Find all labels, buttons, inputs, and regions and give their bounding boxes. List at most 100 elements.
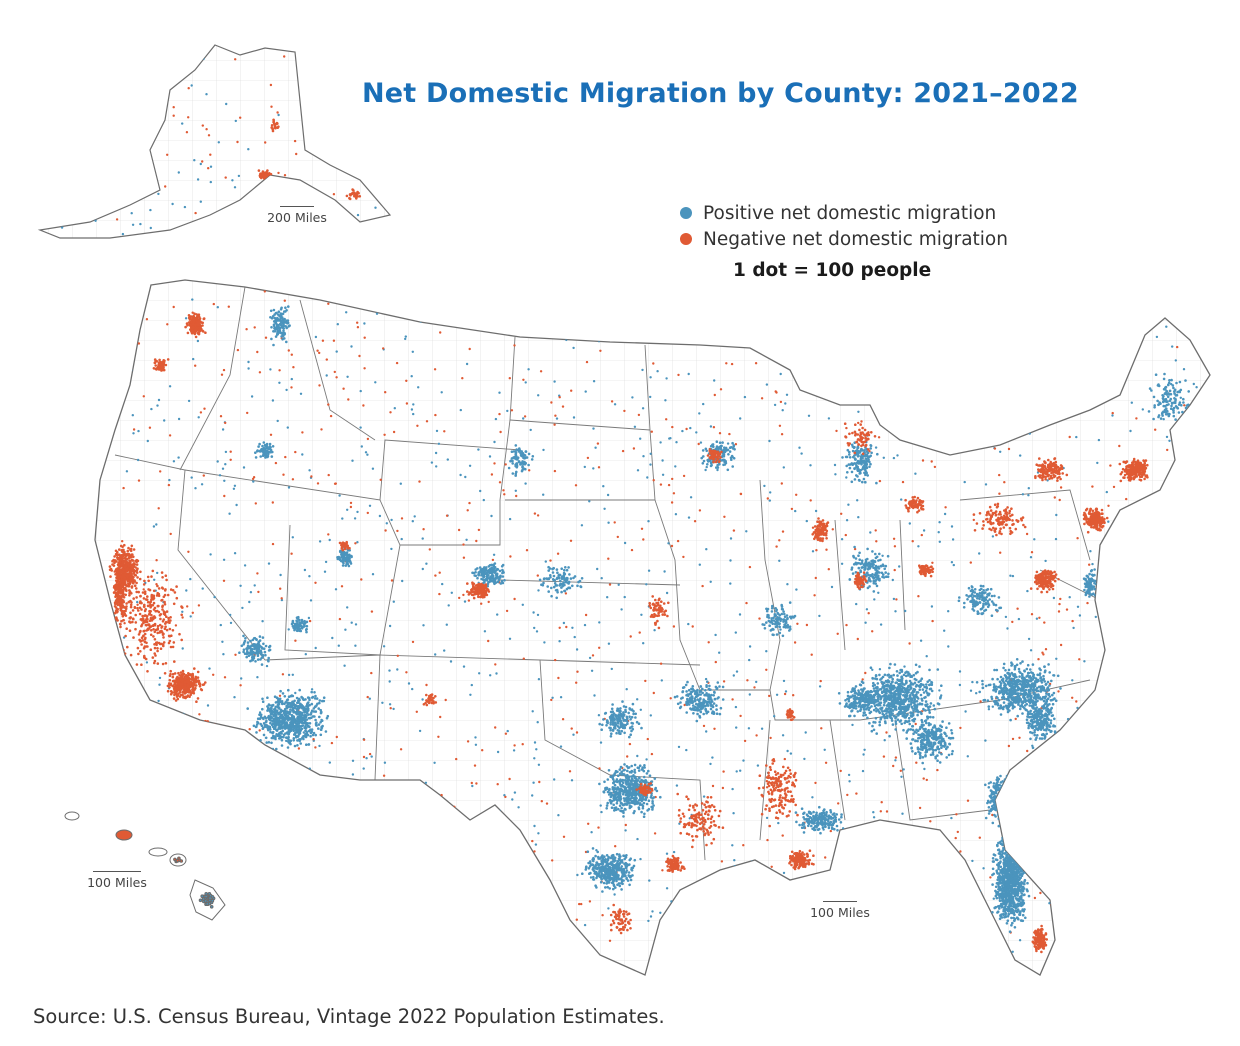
positive-dot: [245, 648, 249, 651]
positive-dot: [593, 872, 596, 875]
negative-dot: [893, 545, 897, 548]
positive-dot: [627, 766, 631, 769]
negative-dot: [137, 705, 140, 708]
negative-dot: [1164, 630, 1168, 634]
negative-dot: [276, 111, 279, 114]
negative-dot: [685, 427, 688, 431]
negative-dot: [242, 758, 245, 761]
negative-dot: [553, 469, 557, 473]
positive-dot: [1018, 886, 1021, 889]
positive-dot: [1022, 893, 1025, 897]
positive-dot: [860, 843, 864, 846]
negative-dot: [327, 302, 330, 305]
positive-dot: [1150, 530, 1153, 533]
positive-dot: [922, 880, 926, 883]
positive-dot: [991, 867, 995, 871]
positive-dot: [996, 910, 1000, 913]
negative-dot: [893, 939, 896, 942]
positive-dot: [1048, 315, 1051, 318]
negative-dot: [172, 882, 176, 886]
positive-dot: [307, 743, 311, 746]
negative-dot: [66, 64, 70, 67]
positive-dot: [998, 917, 1002, 921]
negative-dot: [370, 671, 373, 675]
negative-dot: [283, 174, 287, 177]
positive-dot: [374, 136, 377, 140]
positive-dot: [1003, 323, 1006, 327]
positive-dot: [130, 212, 133, 215]
positive-dot: [282, 716, 286, 720]
positive-dot: [603, 869, 607, 873]
positive-dot: [938, 341, 941, 344]
positive-dot: [430, 461, 434, 464]
negative-dot: [734, 342, 737, 346]
positive-dot: [677, 745, 681, 749]
positive-dot: [600, 300, 603, 303]
negative-dot: [415, 794, 418, 797]
positive-dot: [373, 931, 376, 934]
positive-dot: [642, 455, 645, 458]
negative-dot: [487, 639, 490, 643]
positive-dot: [781, 409, 784, 412]
negative-dot: [916, 934, 919, 938]
positive-dot: [1166, 923, 1170, 927]
negative-dot: [365, 120, 368, 123]
positive-dot: [506, 409, 509, 413]
negative-dot: [301, 431, 304, 434]
positive-dot: [897, 421, 900, 424]
positive-dot: [1197, 436, 1201, 439]
negative-dot: [261, 173, 265, 177]
positive-dot: [1117, 611, 1121, 614]
positive-dot: [338, 893, 341, 897]
positive-dot: [256, 654, 260, 657]
positive-dot: [892, 407, 895, 410]
positive-dot: [1171, 345, 1174, 348]
positive-dot: [999, 842, 1003, 845]
positive-dot: [287, 717, 290, 721]
negative-dot: [508, 777, 511, 781]
positive-dot: [488, 874, 491, 877]
positive-dot: [1001, 872, 1004, 876]
positive-dot: [557, 814, 560, 817]
positive-dot: [1005, 901, 1009, 904]
positive-dot: [257, 645, 260, 649]
negative-dot: [440, 793, 443, 797]
negative-dot: [698, 509, 702, 512]
negative-dot: [85, 210, 88, 213]
negative-dot: [835, 429, 838, 433]
negative-dot: [251, 477, 255, 481]
positive-dot: [147, 794, 150, 798]
positive-dot: [209, 553, 212, 556]
positive-dot: [999, 865, 1003, 869]
positive-dot: [1071, 679, 1074, 682]
positive-dot: [943, 629, 946, 632]
negative-dot: [878, 854, 882, 857]
positive-dot: [570, 779, 574, 782]
positive-dot: [350, 345, 353, 348]
negative-dot: [444, 698, 447, 702]
negative-dot: [1030, 811, 1034, 814]
positive-dot: [267, 725, 270, 728]
positive-dot: [712, 318, 715, 321]
positive-dot: [346, 606, 349, 609]
negative-dot: [972, 518, 975, 522]
positive-dot: [571, 626, 574, 629]
positive-dot: [508, 517, 512, 521]
negative-dot: [682, 474, 686, 478]
negative-dot: [161, 786, 164, 790]
positive-dot: [406, 861, 409, 865]
positive-dot: [612, 803, 615, 807]
negative-dot: [539, 370, 543, 373]
negative-dot: [718, 432, 722, 435]
negative-dot: [522, 956, 526, 959]
negative-dot: [666, 939, 669, 943]
positive-dot: [452, 291, 455, 294]
utah-colorado-border: [284, 524, 401, 656]
positive-dot: [236, 777, 239, 780]
positive-dot: [411, 350, 414, 353]
positive-dot: [1179, 863, 1182, 866]
positive-dot: [348, 887, 351, 890]
positive-dot: [1007, 787, 1010, 790]
positive-dot: [1154, 571, 1158, 574]
positive-dot: [845, 476, 848, 479]
